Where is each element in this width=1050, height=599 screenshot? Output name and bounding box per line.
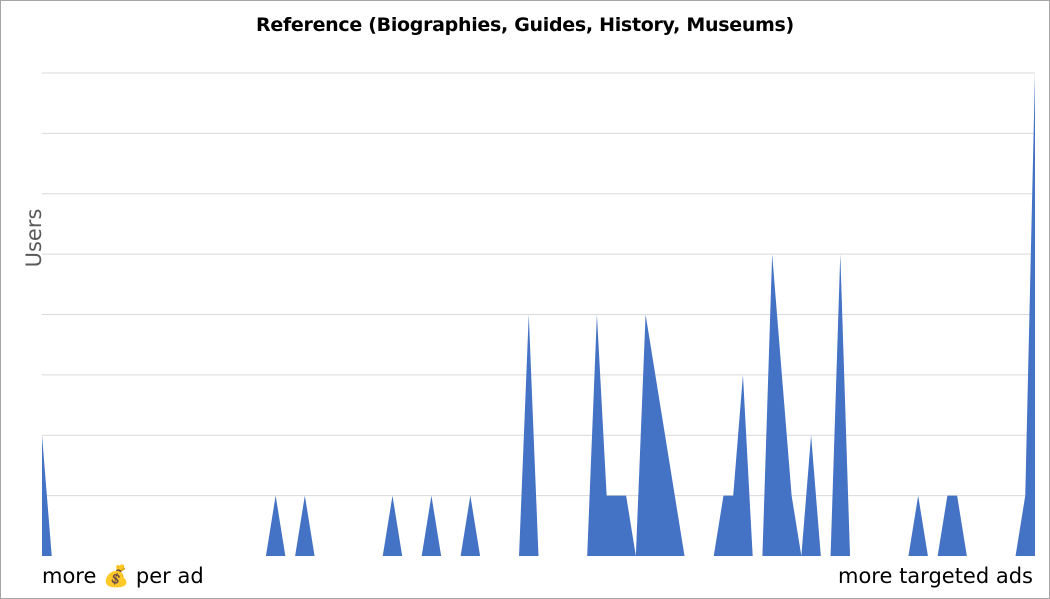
chart-title: Reference (Biographies, Guides, History,… (256, 14, 794, 36)
x-axis-end-label: more targeted ads (838, 564, 1033, 588)
gridlines (42, 72, 1035, 497)
x-axis-start-label: more 💰 per ad (42, 564, 204, 588)
